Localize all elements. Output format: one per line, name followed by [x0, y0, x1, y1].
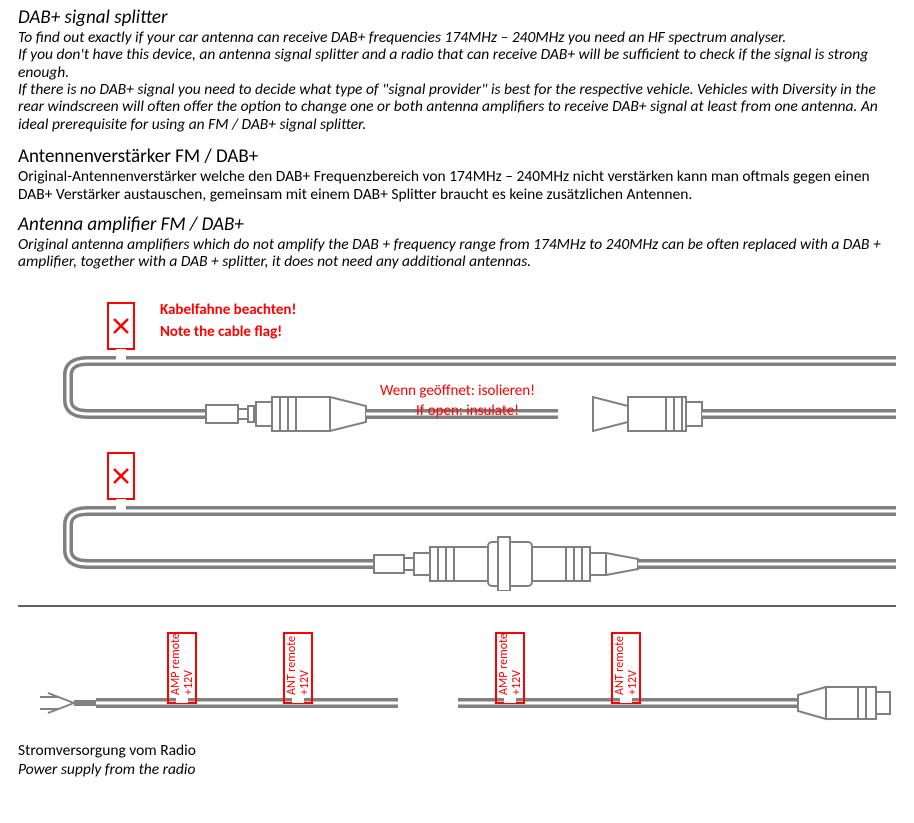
section-title-dab-splitter: DAB+ signal splitter [18, 6, 896, 29]
flag-ant-remote-2: ANT remote +12V [612, 633, 640, 703]
cable-flag-x-upper [108, 303, 134, 361]
divider [18, 605, 896, 607]
section-title-antennenverstaerker: Antennenverstärker FM / DAB+ [18, 145, 896, 168]
label-cable-flag-de: Kabelfahne beachten! [160, 301, 296, 319]
svg-text:ANT remote: ANT remote [613, 636, 627, 695]
connector-right-bottom [798, 687, 890, 719]
connector-large-right-upper [593, 397, 702, 431]
paragraph-3: If there is no DAB+ signal you need to d… [18, 81, 896, 133]
cable-diagram-upper: Kabelfahne beachten! Note the cable flag… [18, 289, 896, 591]
cable-diagram-bottom: AMP remote +12V ANT remote +12V AMP remo… [18, 625, 896, 721]
paragraph-5: Original antenna amplifiers which do not… [18, 236, 896, 271]
svg-text:+12V: +12V [626, 669, 640, 694]
svg-text:ANT remote: ANT remote [285, 636, 299, 695]
flag-amp-remote-2: AMP remote +12V [496, 633, 524, 703]
label-cable-flag-en: Note the cable flag! [160, 323, 282, 341]
connector-large-left-upper [256, 397, 366, 431]
svg-text:+12V: +12V [298, 669, 312, 694]
flag-amp-remote-1: AMP remote +12V [168, 633, 196, 703]
cable-flag-x-lower [108, 453, 134, 511]
flag-ant-remote-1: ANT remote +12V [284, 633, 312, 703]
svg-text:AMP remote: AMP remote [169, 633, 183, 695]
section-title-antenna-amplifier: Antenna amplifier FM / DAB+ [18, 213, 896, 236]
label-insulate-de: Wenn geöffnet: isolieren! [380, 382, 535, 400]
paragraph-1: To find out exactly if your car antenna … [18, 29, 896, 46]
paragraph-2: If you don't have this device, an antenn… [18, 46, 896, 81]
label-insulate-en: If open: insulate! [416, 402, 519, 420]
wire-open-end [40, 693, 96, 713]
footer-de: Stromversorgung vom Radio [18, 741, 896, 760]
paragraph-4: Original-Antennenverstärker welche den D… [18, 168, 896, 203]
svg-text:+12V: +12V [182, 669, 196, 694]
connector-small-left [206, 405, 254, 423]
svg-text:AMP remote: AMP remote [497, 633, 511, 695]
footer-en: Power supply from the radio [18, 760, 896, 779]
inline-coupler-lower [374, 537, 638, 591]
svg-text:+12V: +12V [510, 669, 524, 694]
